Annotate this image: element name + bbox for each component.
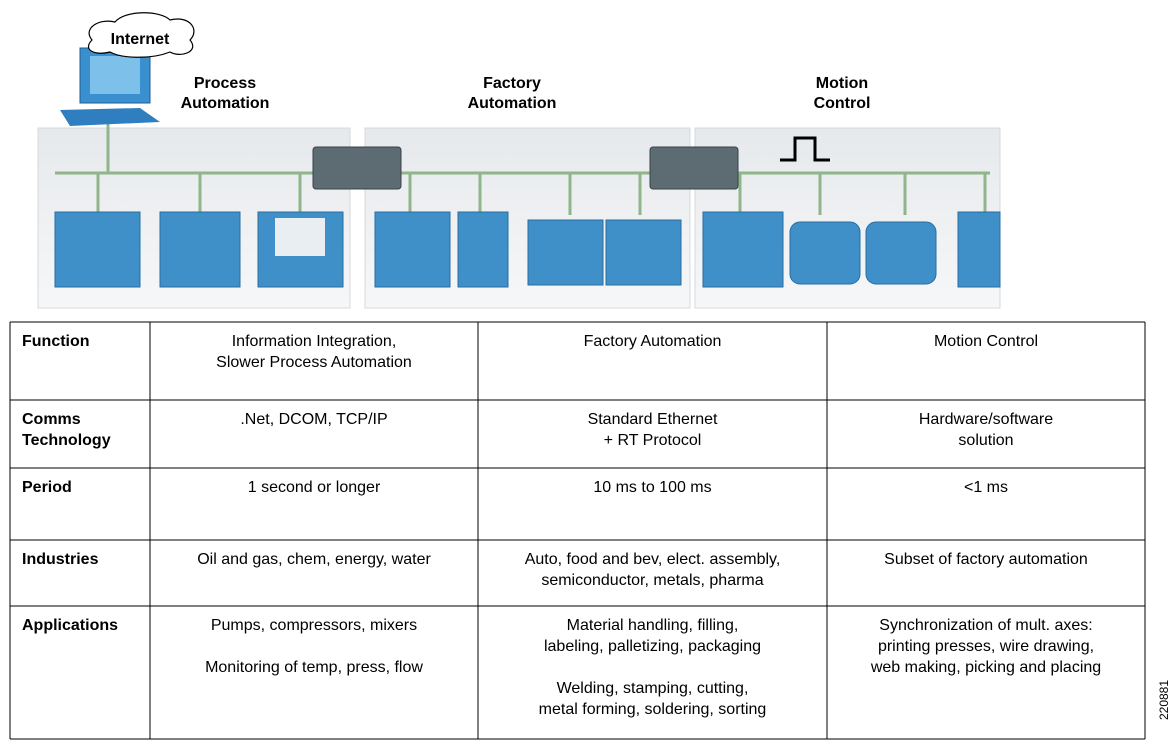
cell-text: Motion Control bbox=[934, 333, 1038, 350]
table: Function Information Integration, Slower P… bbox=[10, 322, 1145, 739]
cell-text: Information Integration, bbox=[232, 333, 397, 350]
segment-label: Automation bbox=[468, 95, 557, 112]
row-header: Industries bbox=[22, 551, 99, 568]
figure-id: 220881 bbox=[1157, 680, 1171, 720]
cell-text: printing presses, wire drawing, bbox=[878, 638, 1094, 655]
cell-text: .Net, DCOM, TCP/IP bbox=[240, 411, 387, 428]
row-header: Comms bbox=[22, 411, 81, 428]
cell-text: Welding, stamping, cutting, bbox=[557, 680, 749, 697]
cell-text: Factory Automation bbox=[584, 333, 722, 350]
segment-labels: Process Automation Factory Automation Motion… bbox=[181, 75, 871, 112]
cell-text: Synchronization of mult. axes: bbox=[879, 617, 1092, 634]
figure: Internet Process Automation Factory Automat… bbox=[0, 0, 1175, 740]
cell-text: metal forming, soldering, sorting bbox=[539, 701, 767, 718]
screen bbox=[275, 218, 325, 256]
segment-label: Factory bbox=[483, 75, 541, 92]
cell-text: 1 second or longer bbox=[248, 479, 381, 496]
cell-text: Oil and gas, chem, energy, water bbox=[197, 551, 431, 568]
computer bbox=[60, 48, 160, 126]
row-header: Function bbox=[22, 333, 90, 350]
cell-text: Hardware/software bbox=[919, 411, 1053, 428]
row-header: Technology bbox=[22, 432, 111, 449]
cell-text: 10 ms to 100 ms bbox=[593, 479, 711, 496]
cell-text: solution bbox=[958, 432, 1013, 449]
segment-label: Motion bbox=[816, 75, 868, 92]
row-header: Applications bbox=[22, 617, 118, 634]
cell-text: Subset of factory automation bbox=[884, 551, 1088, 568]
cell-text: <1 ms bbox=[964, 479, 1008, 496]
page: Internet Process Automation Factory Automat… bbox=[0, 0, 1175, 740]
cell-text: semiconductor, metals, pharma bbox=[541, 572, 763, 589]
cell-text: Pumps, compressors, mixers bbox=[211, 617, 417, 634]
cell-text: Auto, food and bev, elect. assembly, bbox=[525, 551, 781, 568]
cell-text: Standard Ethernet bbox=[588, 411, 718, 428]
row-header: Period bbox=[22, 479, 72, 496]
segment-label: Automation bbox=[181, 95, 270, 112]
diagram: Internet bbox=[38, 13, 1000, 308]
segment-label: Control bbox=[814, 95, 871, 112]
cell-text: labeling, palletizing, packaging bbox=[544, 638, 761, 655]
cell-text: + RT Protocol bbox=[604, 432, 702, 449]
cell-text: Slower Process Automation bbox=[216, 354, 412, 371]
cell-text: Material handling, filling, bbox=[567, 617, 739, 634]
segment-label: Process bbox=[194, 75, 256, 92]
cell-text: web making, picking and placing bbox=[870, 659, 1101, 676]
cell-text: Monitoring of temp, press, flow bbox=[205, 659, 423, 676]
internet-label: Internet bbox=[111, 31, 170, 48]
